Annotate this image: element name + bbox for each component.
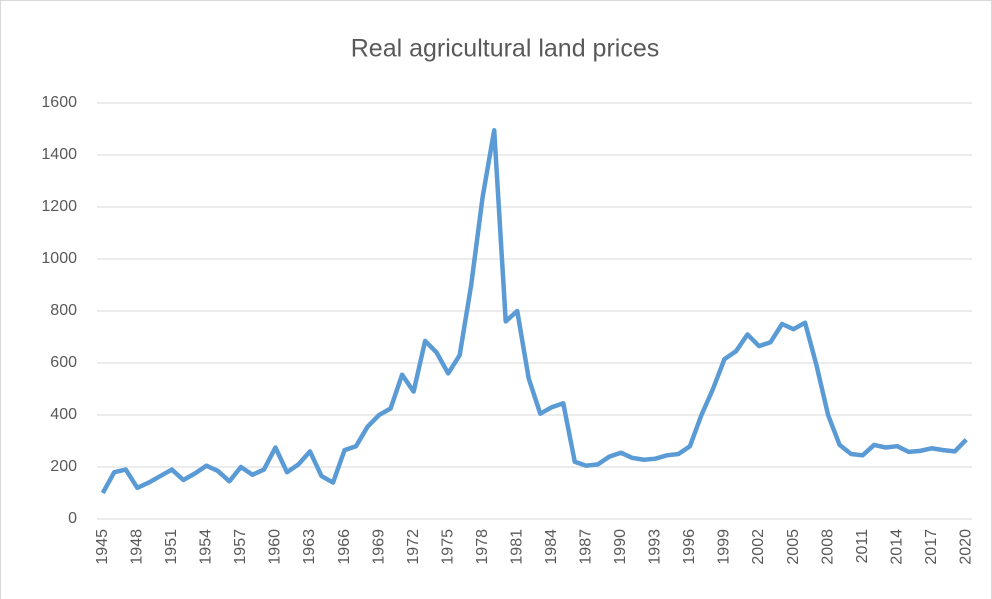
x-tick-label: 1945 <box>94 529 111 565</box>
x-tick-label: 1993 <box>647 529 664 565</box>
x-tick-label: 2002 <box>750 529 767 565</box>
x-tick-label: 1960 <box>267 529 284 565</box>
x-tick-label: 1954 <box>198 529 215 565</box>
x-tick-label: 1963 <box>301 529 318 565</box>
x-tick-label: 2008 <box>819 529 836 565</box>
x-tick-label: 2017 <box>923 529 940 565</box>
x-tick-label: 2020 <box>957 529 974 565</box>
y-tick-label: 200 <box>50 458 77 475</box>
x-tick-label: 1999 <box>716 529 733 565</box>
y-tick-label: 600 <box>50 354 77 371</box>
x-tick-label: 1951 <box>163 529 180 565</box>
x-tick-label: 1972 <box>405 529 422 565</box>
x-tick-label: 1948 <box>129 529 146 565</box>
x-tick-label: 1978 <box>474 529 491 565</box>
y-tick-label: 1200 <box>41 198 77 215</box>
x-tick-label: 1984 <box>543 529 560 565</box>
chart-title: Real agricultural land prices <box>351 35 659 63</box>
y-tick-label: 800 <box>50 302 77 319</box>
x-tick-label: 1975 <box>439 529 456 565</box>
x-tick-label: 1990 <box>612 529 629 565</box>
y-tick-label: 1400 <box>41 146 77 163</box>
y-tick-label: 1000 <box>41 250 77 267</box>
y-tick-label: 1600 <box>41 94 77 111</box>
x-tick-label: 1966 <box>336 529 353 565</box>
x-tick-label: 1969 <box>370 529 387 565</box>
x-tick-label: 2014 <box>888 529 905 565</box>
x-tick-label: 1987 <box>578 529 595 565</box>
x-tick-label: 2011 <box>854 529 871 564</box>
y-tick-label: 0 <box>68 510 77 527</box>
x-tick-label: 1957 <box>232 529 249 565</box>
data-line <box>100 128 968 495</box>
x-tick-label: 1981 <box>508 529 525 565</box>
x-tick-label: 1996 <box>681 529 698 565</box>
y-tick-label: 400 <box>50 406 77 423</box>
x-tick-label: 2005 <box>785 529 802 565</box>
